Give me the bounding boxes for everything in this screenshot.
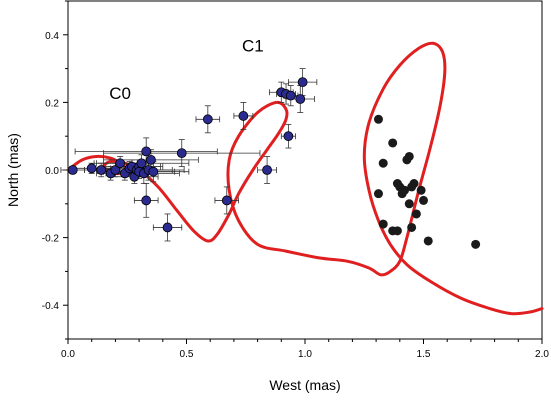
black-data-point xyxy=(378,219,388,229)
component-label: C1 xyxy=(242,37,264,56)
black-data-point xyxy=(373,114,383,124)
x-axis-title: West (mas) xyxy=(269,377,340,393)
black-data-point xyxy=(411,209,421,219)
black-data-point xyxy=(378,158,388,168)
blue-data-point xyxy=(297,77,308,88)
black-data-point xyxy=(404,151,414,161)
blue-data-point xyxy=(141,146,152,157)
blue-data-point xyxy=(176,148,187,159)
blue-data-point xyxy=(110,165,121,175)
component-label: C0 xyxy=(109,84,131,103)
black-data-point xyxy=(416,185,426,195)
x-tick-label: 1.5 xyxy=(417,349,431,360)
blue-data-point xyxy=(115,158,126,169)
y-axis-ticks: -0.4 -0.2 0.0 0.2 0.4 xyxy=(42,0,68,340)
x-tick-label: 0.5 xyxy=(180,349,194,360)
blue-data-point xyxy=(162,222,173,233)
y-tick-label: -0.2 xyxy=(42,234,60,245)
x-axis-ticks: 0.0 0.5 1.0 1.5 2.0 xyxy=(61,339,549,360)
y-tick-label: 0.0 xyxy=(45,166,59,177)
black-data-point xyxy=(388,138,398,148)
black-data-point xyxy=(392,226,402,236)
blue-data-point xyxy=(136,158,147,169)
y-axis-title: North (mas) xyxy=(5,133,21,207)
blue-data-point xyxy=(238,111,249,121)
x-tick-label: 0.0 xyxy=(61,349,75,360)
blue-data-point xyxy=(202,114,213,125)
blue-data-point xyxy=(221,195,232,206)
black-points-layer xyxy=(373,114,481,249)
blue-data-point xyxy=(67,165,78,175)
black-data-point xyxy=(407,222,417,232)
y-tick-label: 0.4 xyxy=(45,31,59,42)
blue-data-point xyxy=(96,165,107,175)
blue-data-point xyxy=(86,163,97,174)
blue-data-point xyxy=(285,90,296,101)
black-data-point xyxy=(400,185,410,195)
blue-data-point xyxy=(141,195,152,206)
blue-data-point xyxy=(295,94,306,104)
blue-points-layer xyxy=(67,77,308,233)
blue-data-point xyxy=(146,154,156,165)
black-data-point xyxy=(471,239,481,249)
x-tick-label: 1.0 xyxy=(298,349,312,360)
black-data-point xyxy=(419,195,428,205)
blue-data-point xyxy=(262,165,272,175)
x-tick-label: 2.0 xyxy=(535,349,549,360)
blue-data-point xyxy=(283,131,294,142)
black-data-point xyxy=(423,236,433,246)
black-data-point xyxy=(373,189,383,199)
y-tick-label: -0.4 xyxy=(42,301,60,312)
black-data-point xyxy=(409,179,419,189)
annotation-layer: C0 C1 xyxy=(109,37,263,103)
black-data-point xyxy=(404,199,414,209)
blue-data-point xyxy=(148,166,159,177)
y-tick-label: 0.2 xyxy=(45,98,59,109)
